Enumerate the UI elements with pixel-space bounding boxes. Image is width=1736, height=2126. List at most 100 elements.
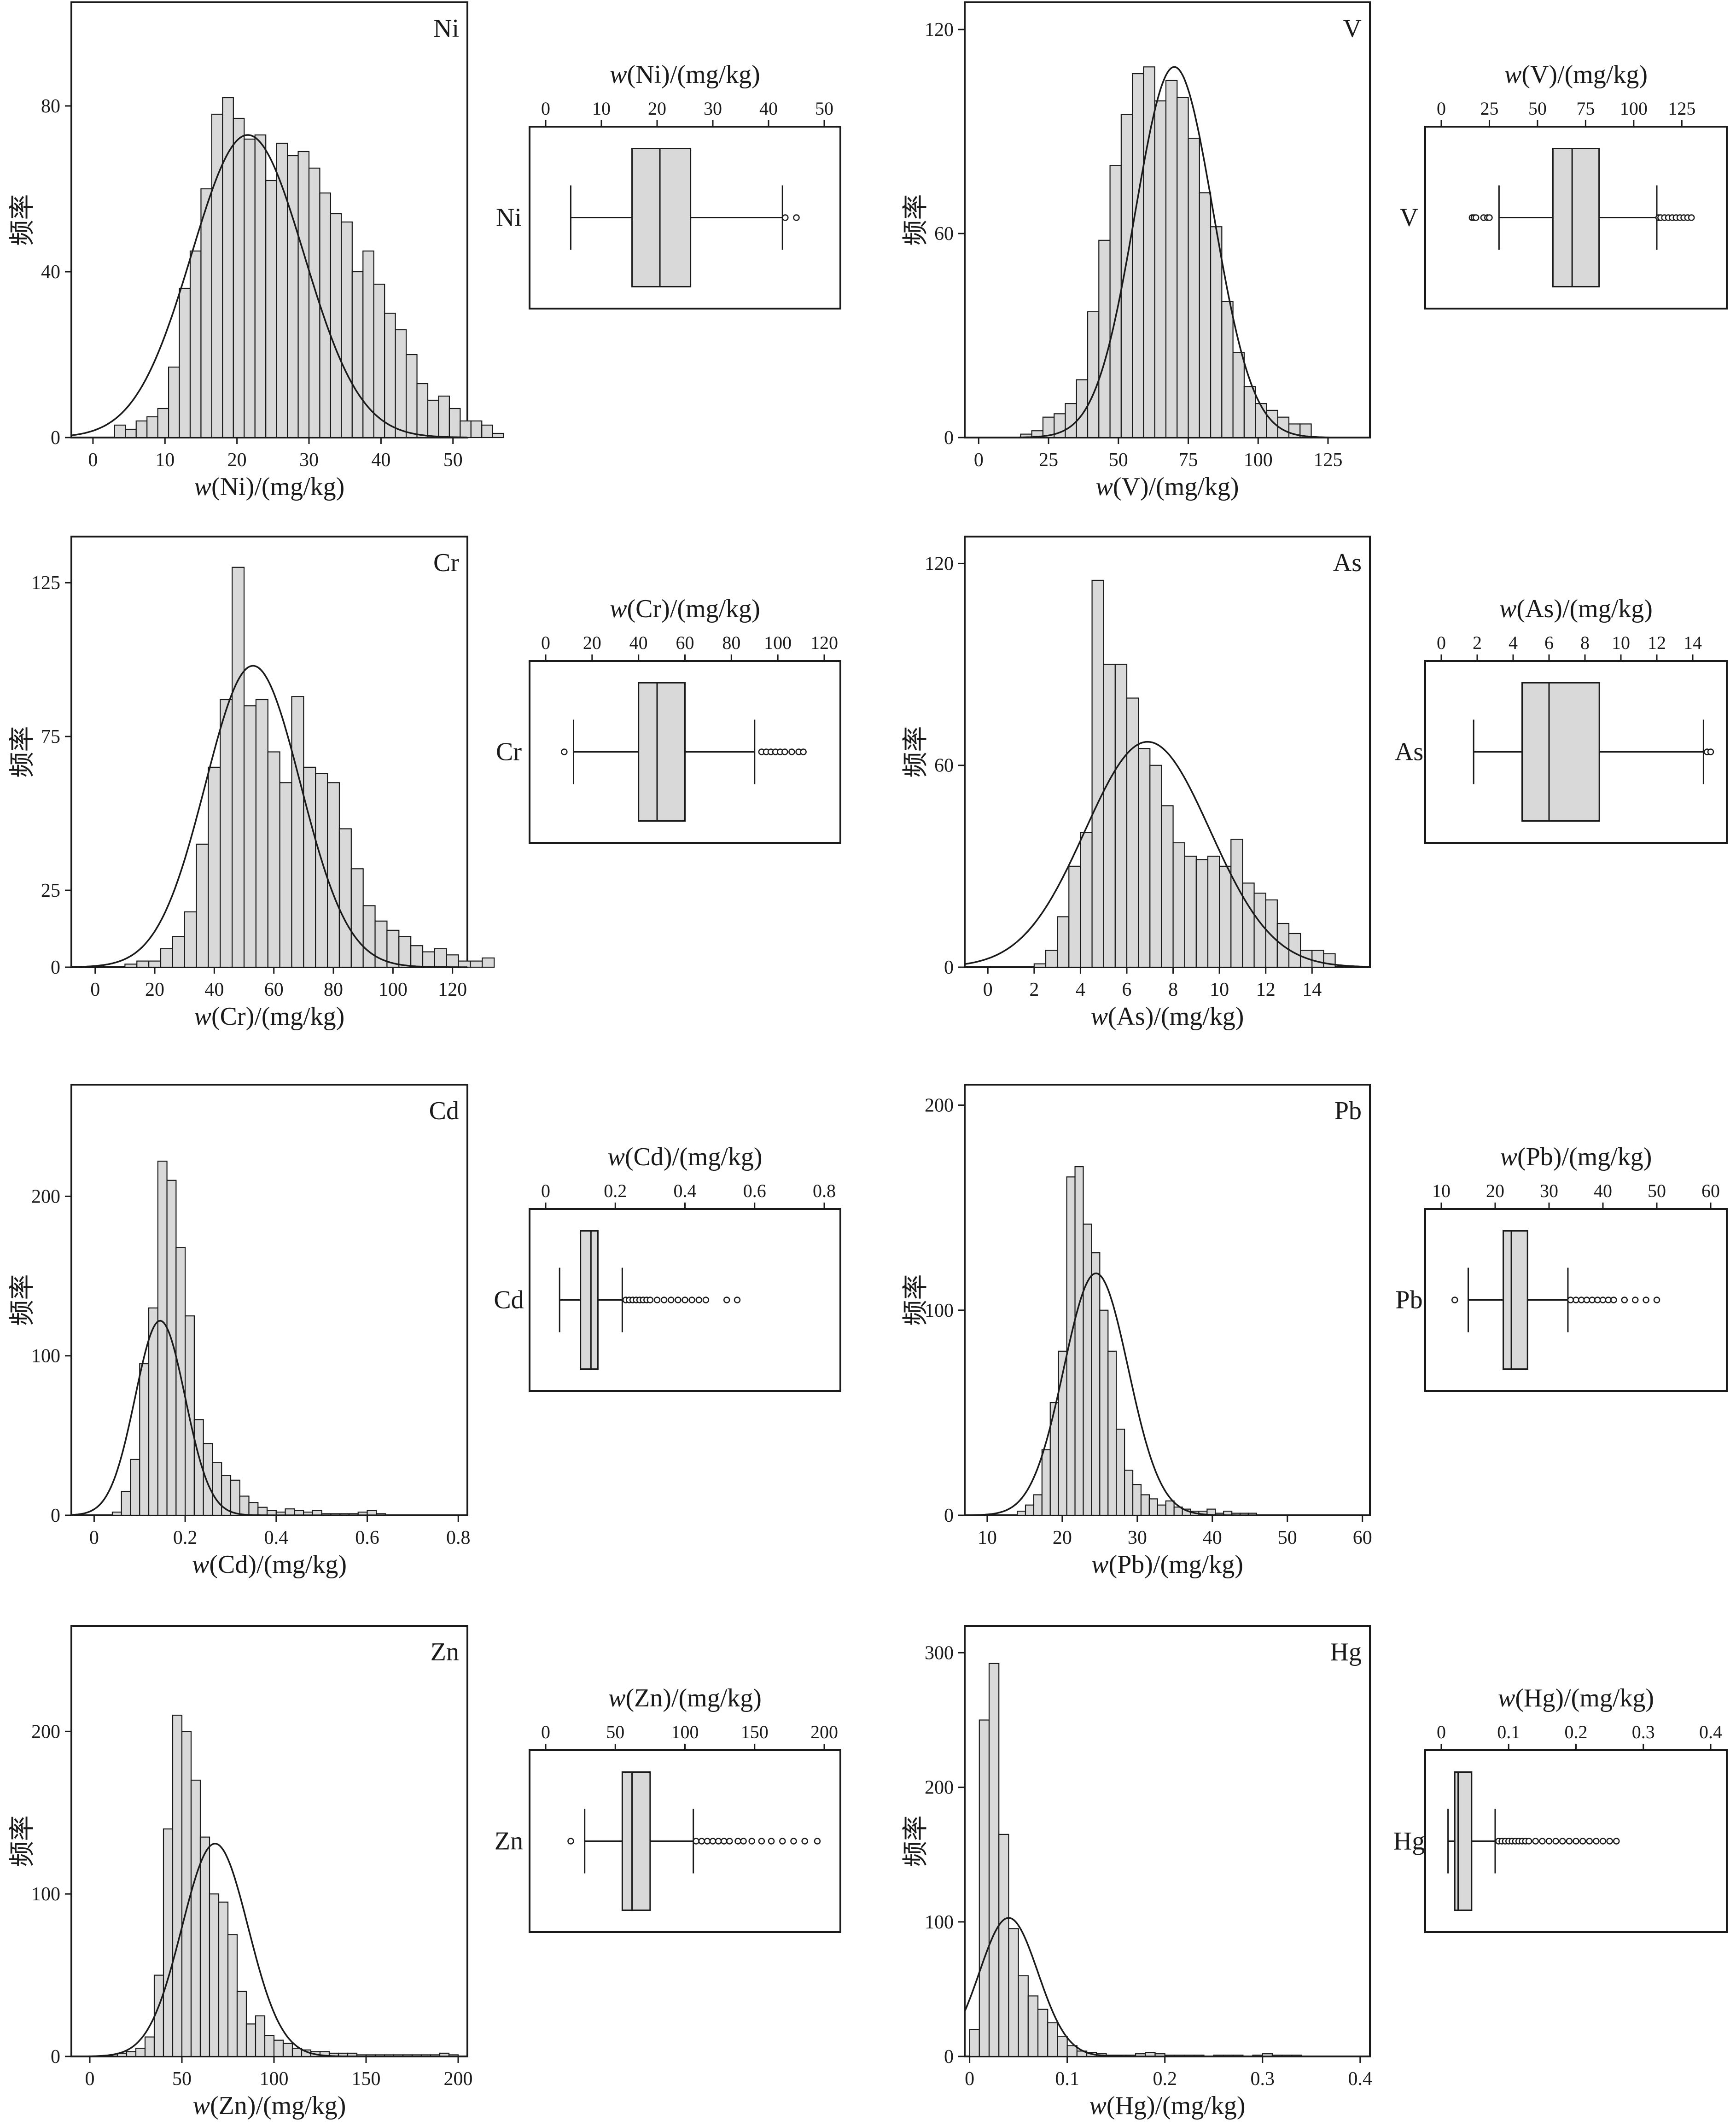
histogram-bar [350, 868, 364, 968]
histogram-bar [126, 2051, 137, 2057]
outlier-point [1532, 1838, 1539, 1845]
histogram-bar [1047, 2022, 1058, 2057]
outlier-point [675, 1297, 682, 1303]
histogram-bar [163, 1828, 174, 2057]
outlier-point [801, 1838, 808, 1845]
y-tick-label: 200 [925, 1095, 954, 1116]
box-x-tick-label: 80 [722, 632, 740, 653]
histogram-bar [196, 843, 209, 968]
box-x-tick-label: 125 [1668, 98, 1695, 119]
box-x-tick-label: 0.1 [1497, 1722, 1520, 1742]
histogram-bar [273, 2039, 284, 2057]
outlier-point [723, 1297, 730, 1303]
histogram-bar [244, 138, 256, 438]
y-axis-label: 频率 [8, 1274, 37, 1326]
histogram-bar [257, 1507, 268, 1516]
histogram-title: Cd [429, 1097, 459, 1125]
x-tick-label: 60 [1353, 1527, 1372, 1548]
outlier-point [693, 1838, 699, 1845]
panel-v: 0 25 50 75 100 125 0 60 120 V 频率 w(V)/(mg/kg) 0 25 50 7… [902, 1, 1728, 501]
histogram-bar [458, 960, 471, 968]
histogram-bar [1066, 2045, 1078, 2057]
x-tick-label: 0.4 [264, 1527, 289, 1548]
histogram-bar [181, 1731, 192, 2057]
histogram-bar [190, 1780, 201, 2057]
histogram-bar [446, 954, 459, 968]
box-x-tick-label: 100 [764, 632, 792, 653]
histogram-bar [1265, 899, 1278, 968]
box-x-tick-label: 120 [810, 632, 838, 653]
y-tick-label: 300 [925, 1642, 954, 1664]
box-x-tick-label: 30 [704, 98, 722, 119]
outlier-point [668, 1297, 675, 1303]
outlier-point [1539, 1838, 1546, 1845]
histogram-bar [199, 1836, 210, 2057]
histogram-bar [232, 567, 245, 968]
outlier-point [1472, 214, 1480, 221]
x-tick-label: 40 [204, 979, 224, 1000]
boxplot-label: Ni [496, 204, 522, 232]
histogram-bar [1074, 1166, 1084, 1516]
y-tick-label: 100 [925, 1300, 954, 1321]
x-tick-label: 4 [1076, 979, 1085, 1000]
x-tick-label: 0.3 [1250, 2068, 1275, 2090]
box-x-tick-label: 40 [759, 98, 778, 119]
histogram-bar [1091, 579, 1104, 968]
box-x-tick-label: 0 [1437, 1722, 1446, 1742]
outlier-point [1573, 1838, 1579, 1845]
outlier-point [567, 1838, 574, 1845]
box-x-tick-label: 60 [676, 632, 694, 653]
x-tick-label: 80 [324, 979, 343, 1000]
outlier-point [814, 1838, 821, 1845]
x-tick-label: 75 [1179, 450, 1198, 471]
x-tick-label: 100 [1244, 450, 1273, 471]
histogram-bar [1157, 1504, 1166, 1516]
x-tick-label: 0.4 [1348, 2068, 1373, 2090]
x-tick-label: 10 [155, 450, 175, 471]
box-x-tick-label: 50 [815, 98, 833, 119]
x-tick-label: 50 [1109, 450, 1128, 471]
panel-hg: 0 0.1 0.2 0.3 0.4 0 100 200 300 Hg 频率 w(Hg)/(mg/kg)… [902, 1625, 1728, 2120]
histogram-bar [1277, 416, 1290, 438]
panel-as: 0 2 4 6 8 10 12 14 0 60 120 As 频率 w(As)/(mg/kg) 0 2 4 6 8 1… [902, 536, 1728, 1031]
box-x-tick-label: 10 [1432, 1180, 1451, 1201]
outlier-point [1589, 1297, 1596, 1303]
normal-curve [71, 665, 467, 968]
y-tick-label: 60 [934, 755, 954, 777]
boxplot-title: w(Cd)/(mg/kg) [608, 1143, 763, 1171]
y-tick-label: 100 [31, 1884, 60, 1905]
x-axis-label: w(Cd)/(mg/kg) [192, 1550, 347, 1579]
histogram-bar [184, 911, 197, 968]
x-tick-label: 0 [974, 450, 984, 471]
x-tick-label: 60 [264, 979, 284, 1000]
outlier-point [653, 1297, 661, 1303]
box-x-tick-label: 4 [1509, 632, 1518, 653]
histogram-bar [1103, 664, 1116, 968]
outlier-point [748, 1838, 755, 1845]
histogram-bar [1057, 2036, 1068, 2057]
outlier-point [1586, 1838, 1593, 1845]
y-axis-label: 频率 [902, 1816, 930, 1867]
outlier-point [720, 1838, 728, 1845]
box-x-tick-label: 25 [1480, 98, 1498, 119]
histogram-bar [248, 1502, 259, 1516]
histogram-bar [255, 699, 268, 968]
histogram-bar [969, 2029, 980, 2057]
x-tick-label: 40 [371, 450, 390, 471]
y-tick-label: 75 [41, 726, 60, 748]
y-axis-label: 频率 [8, 726, 37, 778]
histogram-bar [139, 1363, 150, 1516]
histogram-bar [384, 312, 396, 438]
histogram-bar [1033, 1494, 1043, 1516]
outlier-point [1566, 1838, 1573, 1845]
outlier-point [1573, 1297, 1579, 1303]
histogram-bar [1080, 832, 1093, 968]
x-tick-label: 2 [1029, 979, 1039, 1000]
histogram-bar [482, 957, 495, 968]
x-tick-label: 20 [145, 979, 164, 1000]
boxplot-title: w(V)/(mg/kg) [1504, 60, 1648, 89]
box-x-tick-label: 0.3 [1632, 1722, 1655, 1742]
histogram-bar [1243, 386, 1256, 438]
y-tick-label: 0 [944, 2046, 954, 2068]
